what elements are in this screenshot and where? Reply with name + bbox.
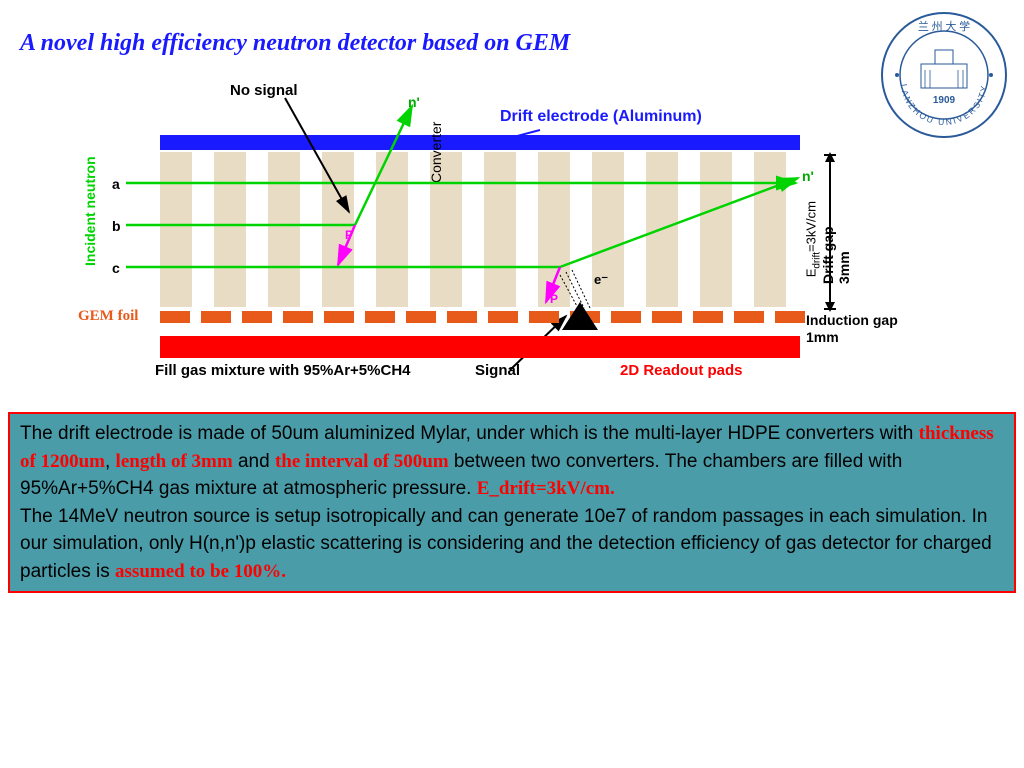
highlight-interval: the interval of 500um (275, 451, 449, 472)
gem-segment (611, 311, 641, 323)
highlight-length: length of 3mm (116, 451, 233, 472)
proton-label-2: P (550, 292, 558, 306)
gem-segment (324, 311, 354, 323)
fill-gas-label: Fill gas mixture with 95%Ar+5%CH4 (155, 362, 411, 379)
track-b-label: b (112, 218, 121, 234)
gem-segment (201, 311, 231, 323)
edrift-label: Edrift=3kV/cm (804, 201, 823, 277)
track-a-label: a (112, 176, 120, 192)
gem-segment (406, 311, 436, 323)
gem-segment (447, 311, 477, 323)
readout-pads (160, 336, 800, 358)
gem-foil (160, 311, 800, 323)
gem-segment (693, 311, 723, 323)
detector-diagram: No signal Drift electrode (Aluminum) Con… (80, 90, 910, 400)
gem-segment (734, 311, 764, 323)
gem-segment (283, 311, 313, 323)
highlight-assumed: assumed to be 100%. (115, 561, 286, 582)
svg-text:1909: 1909 (933, 95, 956, 106)
induction-gap-label: Induction gap1mm (806, 312, 898, 346)
page-title: A novel high efficiency neutron detector… (20, 30, 570, 57)
readout-label: 2D Readout pads (620, 362, 743, 379)
gem-segment (365, 311, 395, 323)
gem-segment (775, 311, 805, 323)
nprime-label-right: n' (802, 168, 814, 184)
gem-segment (242, 311, 272, 323)
signal-label: Signal (475, 362, 520, 379)
nprime-label-top: n' (408, 94, 420, 110)
highlight-edrift: E_drift=3kV/cm. (477, 478, 615, 499)
incident-neutron-label: Incident neutron (82, 156, 98, 266)
svg-text:兰 州 大 学: 兰 州 大 学 (918, 19, 970, 33)
proton-label-1: P (345, 228, 353, 242)
gem-segment (160, 311, 190, 323)
gem-segment (529, 311, 559, 323)
signal-triangle-icon (562, 302, 598, 330)
gem-foil-label: GEM foil (78, 308, 138, 325)
drift-gap-label: Drift gap 3mm (820, 210, 852, 284)
electron-label: e⁻ (594, 272, 608, 288)
gem-segment (652, 311, 682, 323)
track-c-label: c (112, 260, 120, 276)
gem-segment (488, 311, 518, 323)
description-box: The drift electrode is made of 50um alum… (8, 412, 1016, 593)
